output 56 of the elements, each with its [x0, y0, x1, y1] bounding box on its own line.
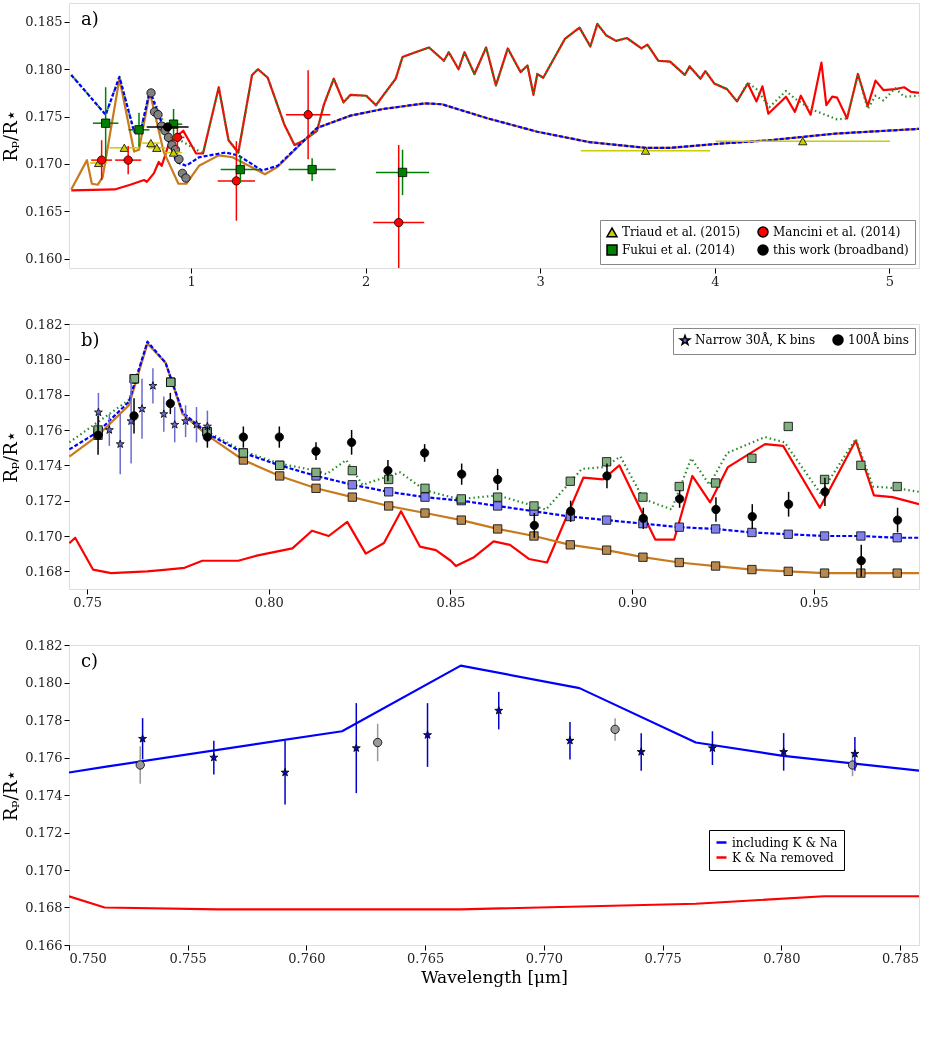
x-tick-label: 0.85	[436, 594, 466, 610]
y-tick-label: 0.176	[25, 422, 63, 438]
x-tick-label: 0.765	[407, 950, 445, 966]
y-tick-label: 0.180	[25, 61, 63, 77]
legend-label: Fukui et al. (2014)	[622, 243, 735, 257]
legend-label: Narrow 30Å, K bins	[695, 332, 816, 348]
y-tick-label: 0.170	[25, 156, 63, 172]
x-tick-label: 0.785	[881, 950, 920, 966]
y-tick-label: 0.160	[25, 251, 63, 267]
x-axis-title: Wavelength [μm]	[421, 966, 568, 987]
annotation: a)	[81, 8, 99, 29]
x-tick-label: 0.760	[288, 950, 326, 966]
y-tick-label: 0.166	[25, 937, 63, 953]
y-tick-label: 0.170	[25, 528, 63, 544]
legend-label: Mancini et al. (2014)	[773, 225, 901, 239]
y-axis-title: Rₚ/R⋆	[0, 110, 22, 162]
y-tick-label: 0.176	[25, 750, 63, 765]
x-tick-label: 0.95	[799, 594, 829, 610]
y-tick-label: 0.170	[25, 862, 63, 878]
x-tick-label: 0.90	[618, 594, 648, 610]
y-tick-label: 0.175	[25, 109, 63, 125]
y-axis-title: Rₚ/R⋆	[0, 431, 22, 483]
legend-label: this work (broadband)	[773, 243, 909, 257]
y-tick-label: 0.172	[25, 825, 63, 840]
y-tick-label: 0.178	[25, 387, 63, 403]
legend-label: including K & Na	[732, 835, 838, 850]
x-tick-label: 2	[362, 273, 371, 289]
x-tick-label: 0.775	[644, 950, 682, 966]
y-axis-title: Rₚ/R⋆	[0, 769, 22, 822]
x-tick-label: 0.770	[525, 950, 563, 966]
x-tick-label: 1	[187, 273, 196, 289]
y-tick-label: 0.180	[25, 675, 63, 690]
x-tick-label: 5	[885, 273, 894, 289]
y-tick-label: 0.174	[25, 457, 63, 473]
y-tick-label: 0.185	[25, 14, 63, 30]
legend-label: 100Å bins	[848, 332, 909, 347]
annotation: b)	[81, 329, 100, 350]
y-tick-label: 0.165	[25, 203, 63, 219]
legend-label: K & Na removed	[732, 850, 835, 865]
annotation: c)	[81, 650, 99, 671]
x-tick-label: 0.780	[763, 950, 801, 966]
y-tick-label: 0.168	[25, 563, 63, 579]
y-tick-label: 0.178	[25, 712, 63, 728]
x-tick-label: 0.80	[254, 594, 284, 610]
x-tick-label: 0.750	[69, 950, 107, 966]
x-tick-label: 4	[711, 273, 720, 289]
legend-label: Triaud et al. (2015)	[622, 225, 741, 240]
y-tick-label: 0.182	[25, 316, 63, 332]
x-tick-label: 0.755	[169, 950, 207, 966]
y-tick-label: 0.174	[25, 787, 63, 803]
y-tick-label: 0.182	[25, 637, 63, 653]
y-tick-label: 0.180	[25, 351, 63, 367]
x-tick-label: 0.75	[73, 594, 103, 610]
y-tick-label: 0.172	[25, 493, 63, 509]
y-tick-label: 0.168	[25, 900, 63, 915]
x-tick-label: 3	[536, 273, 545, 289]
